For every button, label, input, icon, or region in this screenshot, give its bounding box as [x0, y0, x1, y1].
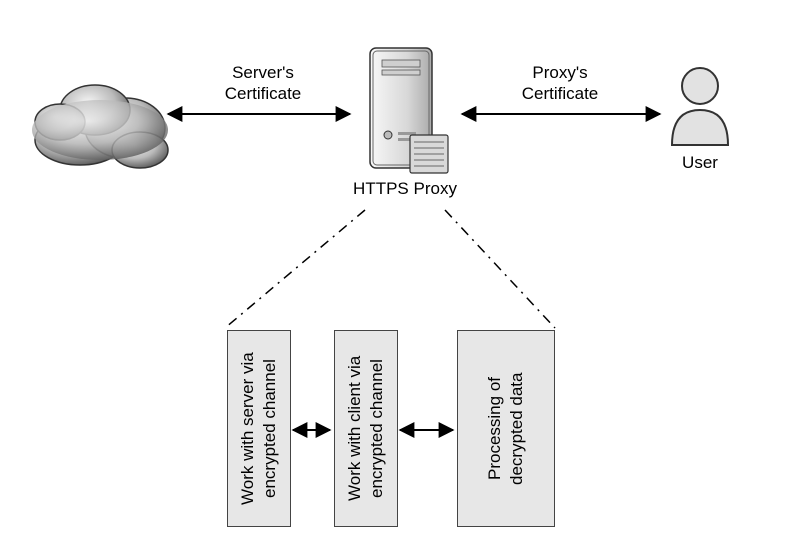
- diagram-canvas: [0, 0, 800, 545]
- box-client-channel-text: Work with client viaencrypted channel: [335, 331, 397, 526]
- box-server-channel-text: Work with server viaencrypted channel: [228, 331, 290, 526]
- box-processing: Processing ofdecrypted data: [457, 330, 555, 527]
- dash-line-right: [445, 210, 555, 328]
- dash-line-left: [225, 210, 365, 328]
- label-https-proxy: HTTPS Proxy: [340, 178, 470, 199]
- label-servers-certificate: Server'sCertificate: [198, 62, 328, 105]
- cloud-icon: [32, 85, 168, 168]
- label-proxys-certificate: Proxy'sCertificate: [500, 62, 620, 105]
- box-client-channel: Work with client viaencrypted channel: [334, 330, 398, 527]
- server-icon: [370, 48, 448, 173]
- box-processing-text: Processing ofdecrypted data: [458, 331, 554, 526]
- user-icon: [672, 68, 728, 145]
- label-user: User: [670, 152, 730, 173]
- box-server-channel: Work with server viaencrypted channel: [227, 330, 291, 527]
